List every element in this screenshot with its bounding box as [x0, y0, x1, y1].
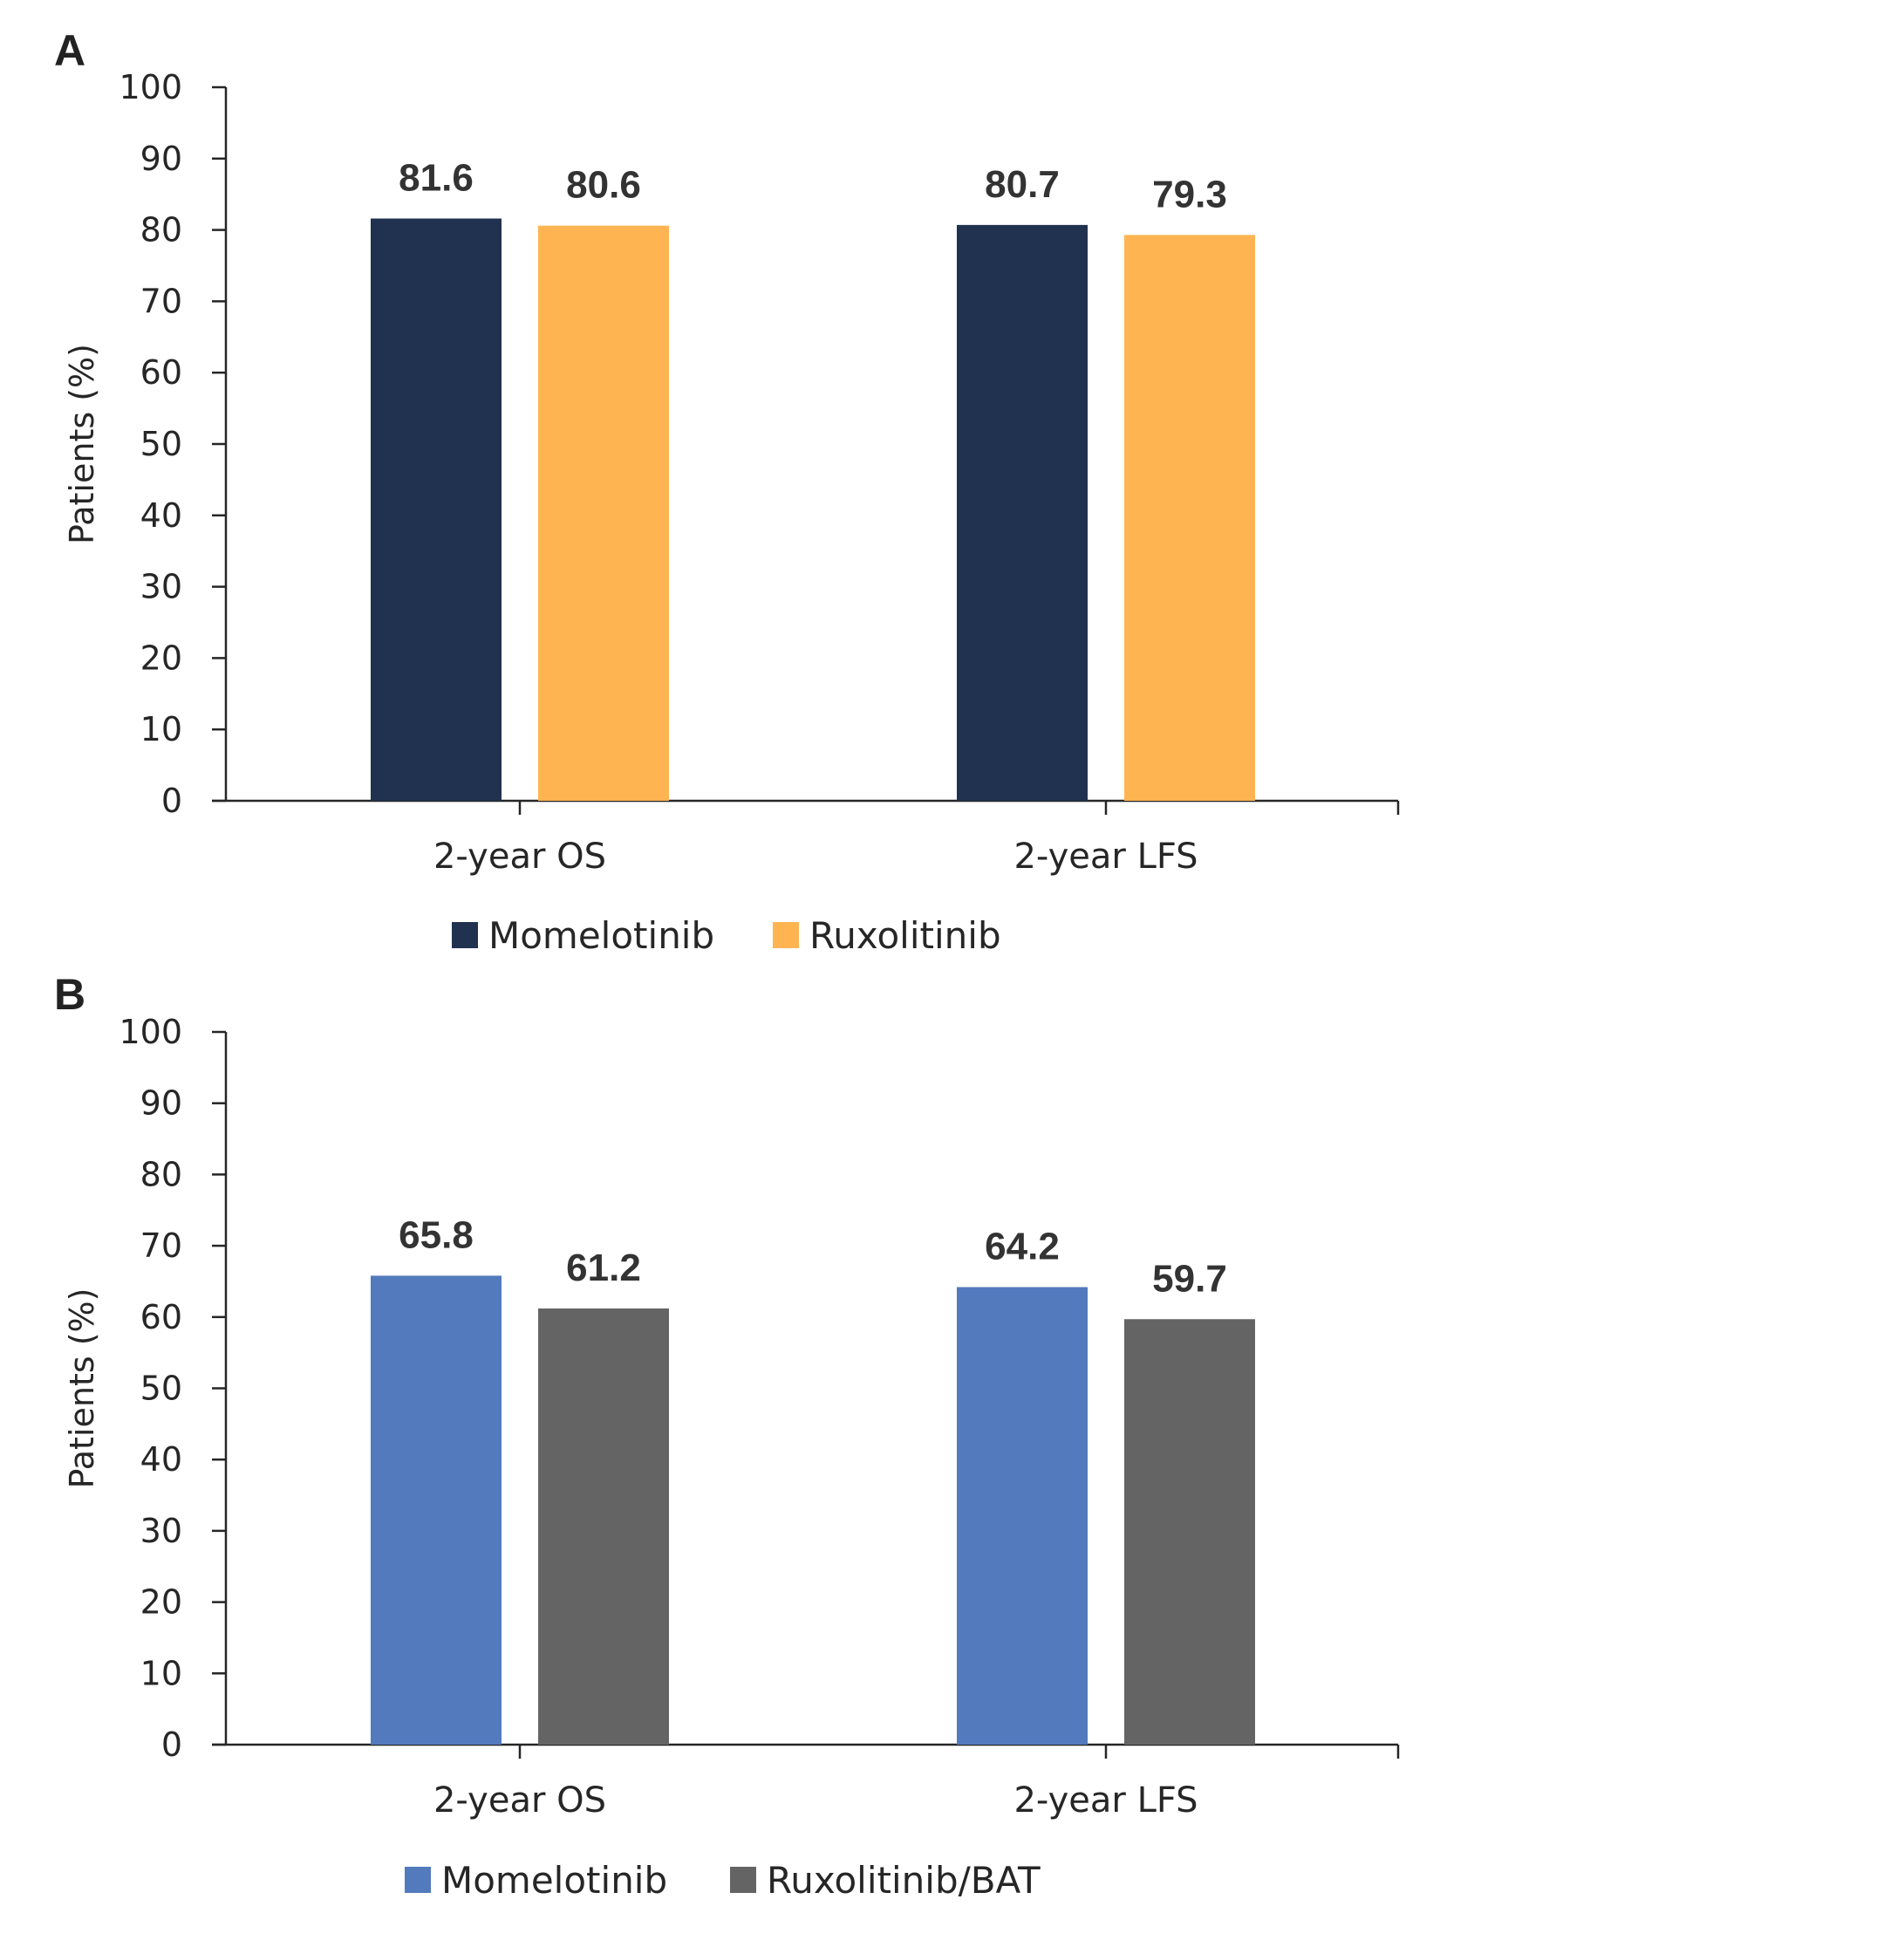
- bar-ruxolitinib: [538, 225, 669, 801]
- y-tick-label: 80: [140, 1155, 182, 1193]
- bar-ruxolitinib-bat: [538, 1308, 669, 1745]
- y-tick-label: 30: [140, 1512, 182, 1550]
- y-axis-title: Patients (%): [63, 1288, 101, 1489]
- bar-momelotinib: [957, 224, 1088, 801]
- y-tick-label: 50: [140, 425, 182, 463]
- data-label: 79.3: [1152, 173, 1227, 215]
- y-tick-label: 40: [140, 1440, 182, 1479]
- legend-swatch: [452, 922, 478, 948]
- category-label: 2-year OS: [433, 837, 606, 877]
- y-tick-label: 0: [161, 1725, 182, 1764]
- legend-label: Momelotinib: [488, 914, 714, 957]
- bar-momelotinib: [371, 218, 502, 802]
- y-tick-label: 80: [140, 211, 182, 249]
- y-tick-label: 70: [140, 282, 182, 320]
- legend-swatch: [773, 922, 799, 948]
- y-tick-label: 100: [119, 68, 182, 106]
- legend-swatch: [730, 1867, 756, 1893]
- bar-momelotinib: [371, 1275, 502, 1745]
- legend-label: Momelotinib: [441, 1859, 667, 1902]
- y-tick-label: 90: [140, 140, 182, 178]
- y-tick-label: 20: [140, 1583, 182, 1622]
- y-tick-label: 60: [140, 1298, 182, 1336]
- y-tick-label: 20: [140, 639, 182, 677]
- bar-ruxolitinib-bat: [1124, 1319, 1255, 1745]
- y-tick-label: 0: [161, 782, 182, 820]
- y-tick-label: 60: [140, 353, 182, 392]
- y-tick-label: 10: [140, 1654, 182, 1692]
- y-tick-label: 10: [140, 710, 182, 748]
- y-tick-label: 50: [140, 1370, 182, 1408]
- panel-letter: A: [54, 26, 85, 75]
- y-tick-label: 90: [140, 1084, 182, 1123]
- data-label: 64.2: [985, 1225, 1060, 1267]
- y-tick-label: 30: [140, 568, 182, 606]
- category-label: 2-year LFS: [1013, 1780, 1198, 1821]
- y-tick-label: 40: [140, 496, 182, 535]
- legend-label: Ruxolitinib: [809, 914, 1001, 957]
- y-tick-label: 100: [119, 1013, 182, 1051]
- legend-swatch: [405, 1867, 431, 1893]
- category-label: 2-year LFS: [1013, 837, 1198, 877]
- data-label: 59.7: [1152, 1257, 1227, 1300]
- data-label: 65.8: [399, 1213, 474, 1256]
- y-axis-title: Patients (%): [63, 344, 101, 544]
- data-label: 81.6: [399, 157, 474, 200]
- panel-letter: B: [54, 970, 85, 1019]
- data-label: 80.7: [985, 163, 1060, 206]
- category-label: 2-year OS: [433, 1780, 606, 1821]
- bar-momelotinib: [957, 1287, 1088, 1745]
- y-tick-label: 70: [140, 1226, 182, 1265]
- bar-ruxolitinib: [1124, 235, 1255, 801]
- legend-label: Ruxolitinib/BAT: [767, 1859, 1041, 1902]
- data-label: 61.2: [566, 1247, 641, 1289]
- data-label: 80.6: [566, 164, 641, 207]
